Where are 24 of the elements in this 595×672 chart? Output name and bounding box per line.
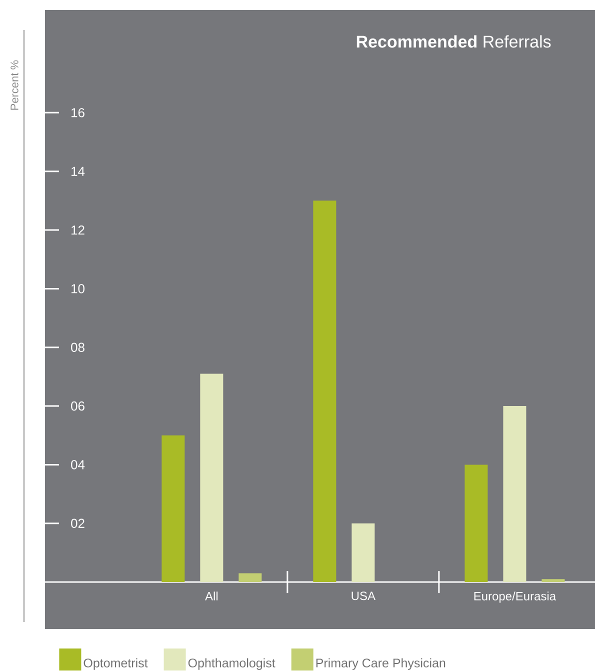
x-tick-label: Europe/Eurasia	[474, 592, 556, 603]
bar	[313, 200, 336, 582]
bar	[542, 579, 565, 582]
legend-label: Ophthamologist	[188, 658, 276, 670]
legend-label: Optometrist	[84, 658, 148, 670]
bar	[162, 435, 185, 582]
y-tick-label: 10	[72, 284, 84, 294]
legend-label: Primary Care Physician	[316, 658, 446, 670]
y-tick-label: 04	[71, 460, 85, 470]
bar	[352, 523, 375, 582]
y-tick-label: 12	[72, 225, 84, 235]
text: Recommended Referrals	[356, 35, 551, 48]
bar	[200, 374, 224, 582]
bar	[238, 573, 262, 582]
y-tick-label: 08	[71, 342, 84, 352]
x-tick-label: USA	[352, 592, 376, 600]
y-tick-label: 16	[72, 108, 84, 118]
y-tick-label: 02	[71, 518, 84, 528]
y-axis-title: Percent %	[10, 60, 18, 110]
bar	[464, 464, 488, 582]
y-tick-label: 14	[72, 166, 85, 176]
bar	[503, 406, 526, 582]
y-tick-label: 06	[71, 401, 84, 411]
x-tick-label: All	[205, 592, 218, 600]
